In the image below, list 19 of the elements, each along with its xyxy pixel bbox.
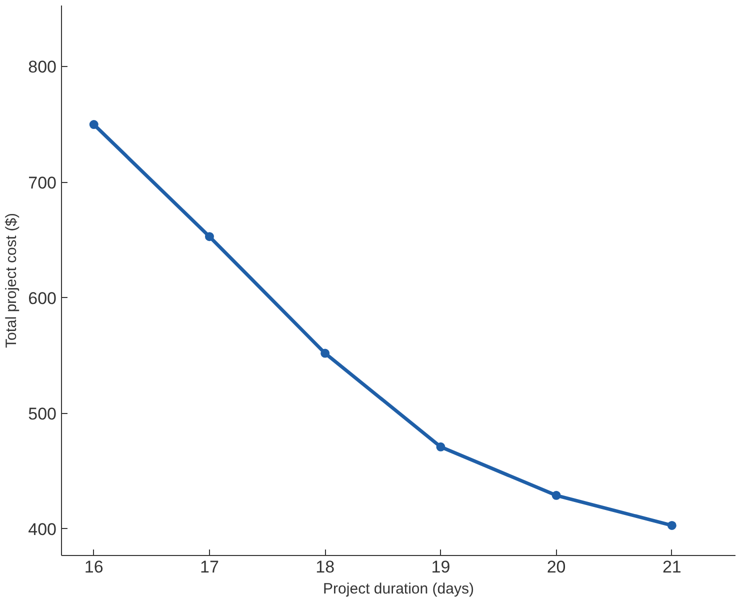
y-tick-label: 800 <box>28 58 57 77</box>
point <box>552 490 561 500</box>
y-axis-title: Total project cost ($) <box>3 212 20 348</box>
x-tick-label: 17 <box>200 558 219 576</box>
x-axis-title: Project duration (days) <box>323 580 474 598</box>
x-tick-label: 18 <box>316 558 335 576</box>
y-tick-label: 400 <box>28 520 57 539</box>
point <box>204 232 214 242</box>
y-tick-label: 500 <box>28 404 57 424</box>
x-tick-label: 16 <box>84 558 104 576</box>
point <box>436 442 446 452</box>
x-tick-label: 21 <box>662 558 682 576</box>
point <box>89 120 98 130</box>
y-tick-label: 700 <box>28 173 57 192</box>
point <box>320 348 330 358</box>
x-tick-label: 20 <box>546 558 566 576</box>
point <box>667 520 676 530</box>
x-tick-label: 19 <box>431 558 450 576</box>
y-tick-label: 600 <box>28 288 57 308</box>
